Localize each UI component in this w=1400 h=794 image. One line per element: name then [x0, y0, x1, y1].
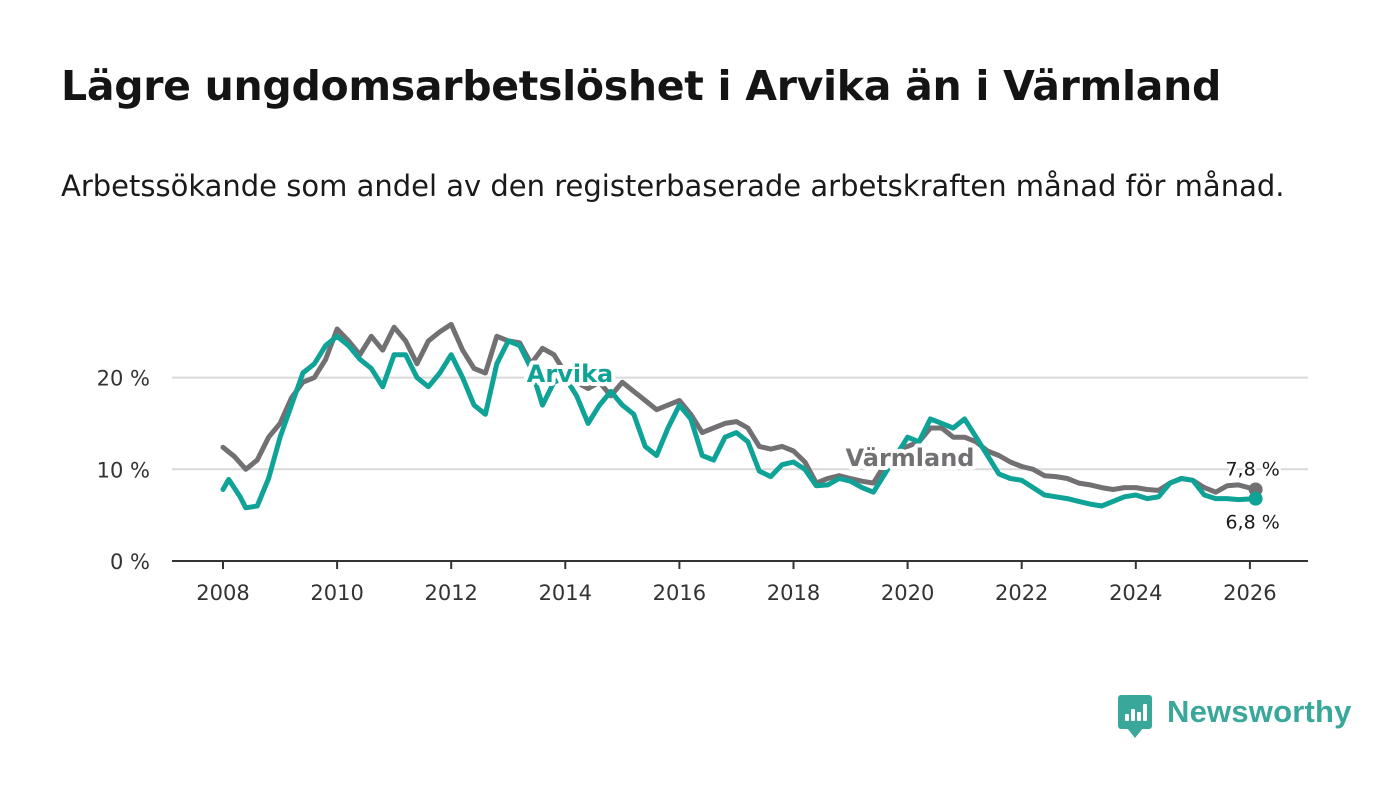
y-tick-label: 10 % — [97, 458, 150, 482]
series-end-point — [1248, 491, 1263, 506]
x-tick-label: 2020 — [881, 581, 934, 605]
x-tick-label: 2012 — [424, 581, 477, 605]
series-line-arvika — [220, 333, 1259, 511]
end-label-arvika: 6,8 % — [1225, 512, 1279, 534]
x-tick-label: 2024 — [1109, 581, 1162, 605]
bar-chart-icon — [1118, 695, 1152, 738]
x-tick-label: 2008 — [196, 581, 249, 605]
brand-name: Newsworthy — [1167, 694, 1352, 729]
series-label-arvika: Arvika — [527, 360, 613, 388]
x-tick-label: 2018 — [767, 581, 820, 605]
x-tick-label: 2026 — [1223, 581, 1276, 605]
y-tick-label: 0 % — [110, 550, 150, 574]
series-line-värmland — [220, 321, 1259, 495]
x-tick-label: 2016 — [653, 581, 706, 605]
brand-logo: Newsworthy — [1118, 690, 1352, 738]
chart-title: Lägre ungdomsarbetslöshet i Arvika än i … — [61, 62, 1222, 110]
end-label-varmland: 7,8 % — [1225, 458, 1279, 480]
chart-subtitle: Arbetssökande som andel av den registerb… — [61, 169, 1285, 203]
x-tick-label: 2010 — [310, 581, 363, 605]
x-tick-label: 2014 — [539, 581, 592, 605]
series-label-varmland: Värmland — [846, 444, 975, 472]
y-tick-label: 20 % — [97, 367, 150, 391]
x-tick-label: 2022 — [995, 581, 1048, 605]
